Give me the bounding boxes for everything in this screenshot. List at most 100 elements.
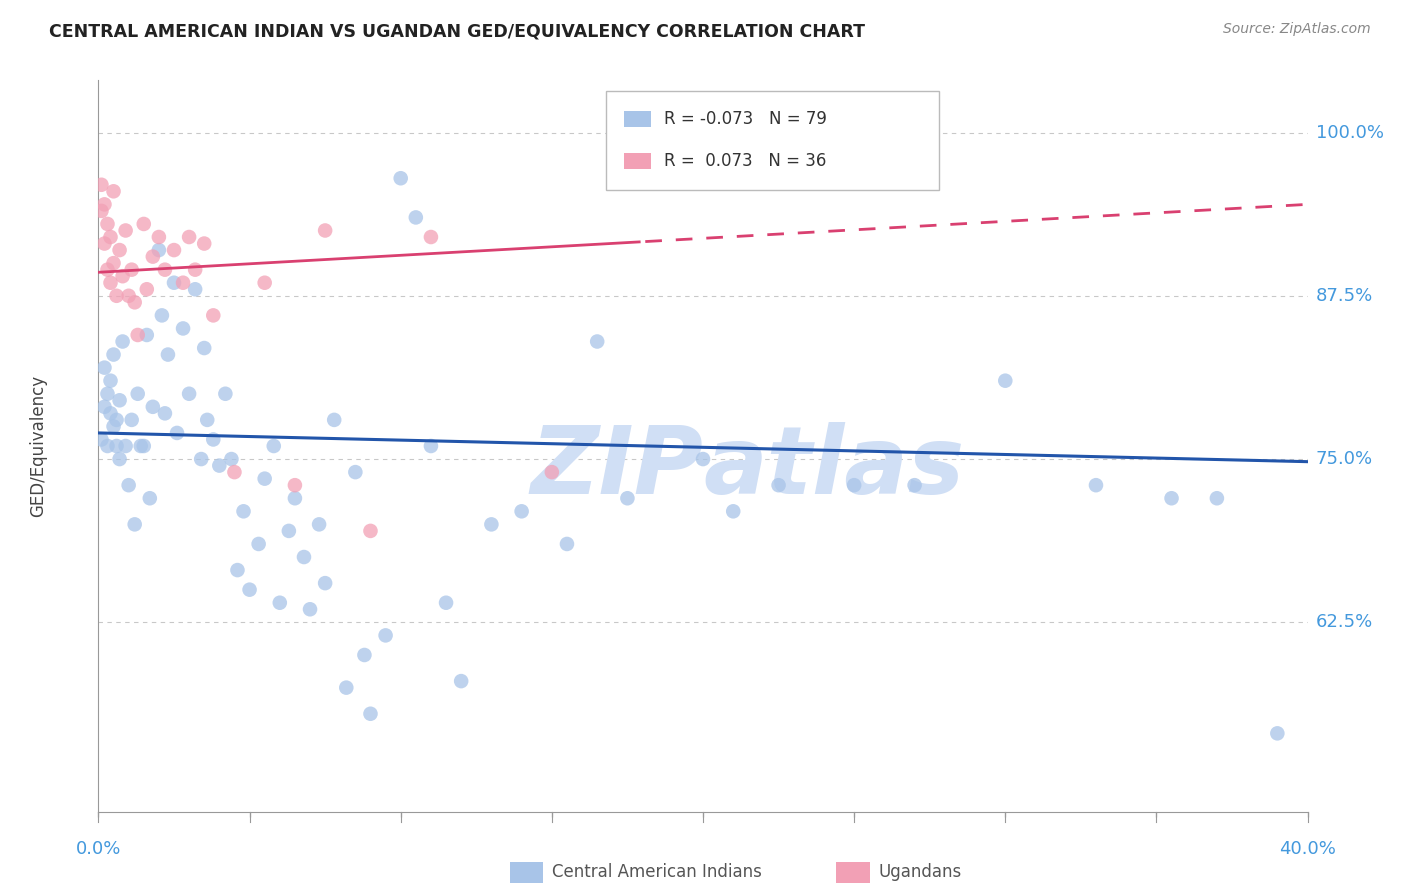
Point xyxy=(450,674,472,689)
Point xyxy=(253,472,276,486)
Point xyxy=(150,309,173,323)
Point xyxy=(100,374,122,388)
Point xyxy=(103,348,125,362)
FancyBboxPatch shape xyxy=(606,91,939,190)
Point xyxy=(360,524,382,538)
Point xyxy=(100,276,122,290)
Point xyxy=(202,433,225,447)
Point xyxy=(555,537,578,551)
Point xyxy=(93,400,115,414)
Point xyxy=(135,328,157,343)
Point xyxy=(111,334,134,349)
Point xyxy=(103,419,125,434)
Point xyxy=(405,211,427,225)
Point xyxy=(103,184,125,198)
Point xyxy=(344,465,367,479)
Point xyxy=(692,452,714,467)
Point xyxy=(142,400,165,414)
Point xyxy=(994,374,1017,388)
Point xyxy=(214,386,236,401)
Text: Source: ZipAtlas.com: Source: ZipAtlas.com xyxy=(1223,22,1371,37)
Point xyxy=(299,602,322,616)
Point xyxy=(193,341,215,355)
Point xyxy=(103,256,125,270)
Point xyxy=(132,217,155,231)
Point xyxy=(195,413,218,427)
Point xyxy=(239,582,262,597)
Point xyxy=(284,491,307,506)
Point xyxy=(105,289,128,303)
Text: ZIP: ZIP xyxy=(530,422,703,514)
Point xyxy=(163,276,186,290)
Point xyxy=(108,452,131,467)
Point xyxy=(148,230,170,244)
Point xyxy=(118,478,141,492)
Point xyxy=(93,236,115,251)
Point xyxy=(177,230,201,244)
Point xyxy=(844,478,866,492)
Point xyxy=(90,433,112,447)
Point xyxy=(93,197,115,211)
Point xyxy=(721,504,744,518)
Point xyxy=(208,458,231,473)
Point xyxy=(172,276,194,290)
Point xyxy=(1085,478,1108,492)
Point xyxy=(135,282,157,296)
Point xyxy=(269,596,291,610)
Point xyxy=(184,262,207,277)
Point xyxy=(163,243,186,257)
Point xyxy=(166,425,188,440)
Point xyxy=(124,295,146,310)
Point xyxy=(153,262,176,277)
Point xyxy=(277,524,299,538)
Point xyxy=(360,706,382,721)
Point xyxy=(100,230,122,244)
Point xyxy=(510,504,533,518)
Point xyxy=(132,439,155,453)
FancyBboxPatch shape xyxy=(624,111,651,127)
FancyBboxPatch shape xyxy=(624,153,651,169)
Point xyxy=(202,309,225,323)
Point xyxy=(127,328,149,343)
Text: R =  0.073   N = 36: R = 0.073 N = 36 xyxy=(664,152,827,169)
Point xyxy=(105,439,128,453)
Point xyxy=(540,465,562,479)
Point xyxy=(284,478,307,492)
Point xyxy=(1265,726,1288,740)
Point xyxy=(323,413,346,427)
Point xyxy=(142,250,165,264)
Text: Central American Indians: Central American Indians xyxy=(551,863,762,881)
Point xyxy=(247,537,270,551)
Point xyxy=(586,334,609,349)
Point xyxy=(434,596,457,610)
Text: 62.5%: 62.5% xyxy=(1316,614,1374,632)
Text: 40.0%: 40.0% xyxy=(1279,840,1336,858)
FancyBboxPatch shape xyxy=(509,863,543,883)
Point xyxy=(193,236,215,251)
Point xyxy=(184,282,207,296)
Point xyxy=(419,439,441,453)
Point xyxy=(1206,491,1229,506)
Point xyxy=(172,321,194,335)
Point xyxy=(111,269,134,284)
FancyBboxPatch shape xyxy=(837,863,870,883)
Point xyxy=(96,217,118,231)
Point xyxy=(153,406,176,420)
Point xyxy=(96,439,118,453)
Point xyxy=(148,243,170,257)
Point xyxy=(253,276,276,290)
Point xyxy=(481,517,503,532)
Point xyxy=(389,171,412,186)
Text: Ugandans: Ugandans xyxy=(879,863,962,881)
Point xyxy=(90,203,112,218)
Point xyxy=(308,517,330,532)
Point xyxy=(121,262,143,277)
Point xyxy=(335,681,357,695)
Point xyxy=(314,576,336,591)
Point xyxy=(224,465,246,479)
Text: 75.0%: 75.0% xyxy=(1316,450,1374,468)
Point xyxy=(232,504,254,518)
Point xyxy=(768,478,790,492)
Text: atlas: atlas xyxy=(703,422,965,514)
Point xyxy=(118,289,141,303)
